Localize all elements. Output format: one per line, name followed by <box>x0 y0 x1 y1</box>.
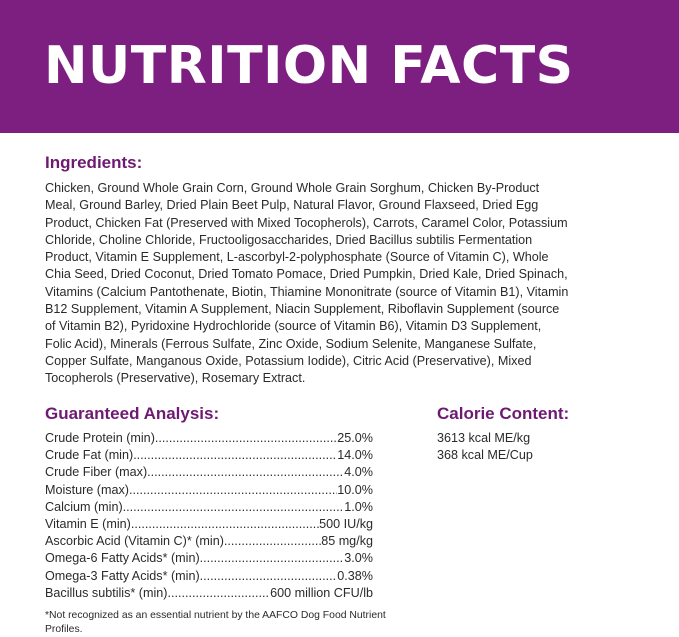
guaranteed-analysis-heading: Guaranteed Analysis: <box>45 404 220 423</box>
analysis-label: Moisture (max) <box>45 482 129 497</box>
analysis-value: 10.0% <box>337 482 373 497</box>
header-banner: NUTRITION FACTS <box>0 0 679 133</box>
ingredients-heading: Ingredients: <box>45 153 143 172</box>
analysis-value: 3.0% <box>344 551 373 566</box>
analysis-value: 14.0% <box>337 448 373 463</box>
footnote: *Not recognized as an essential nutrient… <box>45 610 386 635</box>
analysis-row: Crude Fat (min) 14.0% <box>45 447 373 464</box>
ingredients-line: Chicken, Ground Whole Grain Corn, Ground… <box>45 181 540 195</box>
dot-leader <box>147 464 344 481</box>
analysis-row: Crude Protein (min) 25.0% <box>45 430 373 447</box>
analysis-value: 600 million CFU/lb <box>270 585 373 600</box>
dot-leader <box>123 499 345 516</box>
analysis-row: Calcium (min) 1.0% <box>45 499 373 516</box>
guaranteed-analysis-table: Crude Protein (min) 25.0% Crude Fat (min) 1… <box>45 430 373 602</box>
analysis-label: Calcium (min) <box>45 499 123 514</box>
analysis-label: Crude Fiber (max) <box>45 465 148 480</box>
ingredients-line: Chia Seed, Dried Coconut, Dried Tomato P… <box>45 267 568 282</box>
analysis-label: Crude Fat (min) <box>45 448 134 463</box>
analysis-row: Crude Fiber (max) 4.0% <box>45 464 373 481</box>
ingredients-line: Meal, Ground Barley, Dried Plain Beet Pu… <box>45 198 539 213</box>
dot-leader <box>200 568 338 585</box>
analysis-label: Bacillus subtilis* (min) <box>45 585 168 600</box>
analysis-label: Vitamin E (min) <box>45 517 131 532</box>
ingredients-line: Folic Acid), Minerals (Ferrous Sulfate, … <box>45 336 537 351</box>
analysis-row: Moisture (max) 10.0% <box>45 482 373 499</box>
analysis-value: 4.0% <box>344 465 373 480</box>
ingredients-line: Tocopherols (Preservative), Rosemary Ext… <box>45 371 306 386</box>
analysis-row: Ascorbic Acid (Vitamin C)* (min) 85 mg/kg <box>45 533 373 550</box>
ingredients-line: Chloride, Choline Chloride, Fructooligos… <box>45 232 533 247</box>
ingredients-line: Product, Vitamin E Supplement, L-ascorby… <box>45 250 549 265</box>
dot-leader <box>129 482 337 499</box>
page-title: NUTRITION FACTS <box>44 36 574 96</box>
analysis-label: Crude Protein (min) <box>45 431 155 445</box>
ingredients-line: Vitamins (Calcium Pantothenate, Biotin, … <box>45 284 569 299</box>
analysis-row: Bacillus subtilis* (min) 600 million CFU/… <box>45 585 373 602</box>
analysis-label: Omega-3 Fatty Acids* (min) <box>45 568 200 583</box>
dot-leader <box>131 516 319 533</box>
analysis-row: Omega-3 Fatty Acids* (min) 0.38% <box>45 568 373 585</box>
ingredients-line: Copper Sulfate, Manganous Oxide, Potassi… <box>45 353 532 368</box>
ingredients-line: of Vitamin B2), Pyridoxine Hydrochloride… <box>45 319 542 334</box>
analysis-value: 1.0% <box>344 499 373 514</box>
dot-leader <box>167 585 270 602</box>
ingredients-text: Chicken, Ground Whole Grain Corn, Ground… <box>45 180 568 388</box>
ingredients-line: B12 Supplement, Vitamin A Supplement, Ni… <box>45 302 560 317</box>
analysis-label: Omega-6 Fatty Acids* (min) <box>45 551 200 566</box>
dot-leader <box>224 533 321 550</box>
ingredients-line: Product, Chicken Fat (Preserved with Mix… <box>45 215 568 230</box>
analysis-value: 500 IU/kg <box>319 517 373 532</box>
analysis-value: 0.38% <box>337 568 373 583</box>
analysis-value: 85 mg/kg <box>321 534 373 549</box>
dot-leader <box>200 550 345 567</box>
calorie-content: 3613 kcal ME/kg 368 kcal ME/Cup <box>437 430 533 464</box>
analysis-value: 25.0% <box>337 431 373 445</box>
analysis-row: Vitamin E (min) 500 IU/kg <box>45 516 373 533</box>
calorie-per-kg: 3613 kcal ME/kg <box>437 431 531 445</box>
dot-leader <box>133 447 337 464</box>
calorie-content-heading: Calorie Content: <box>437 404 570 423</box>
analysis-label: Ascorbic Acid (Vitamin C)* (min) <box>45 534 224 549</box>
calorie-per-cup: 368 kcal ME/Cup <box>437 448 533 463</box>
analysis-row: Omega-6 Fatty Acids* (min) 3.0% <box>45 550 373 567</box>
dot-leader <box>155 430 337 447</box>
